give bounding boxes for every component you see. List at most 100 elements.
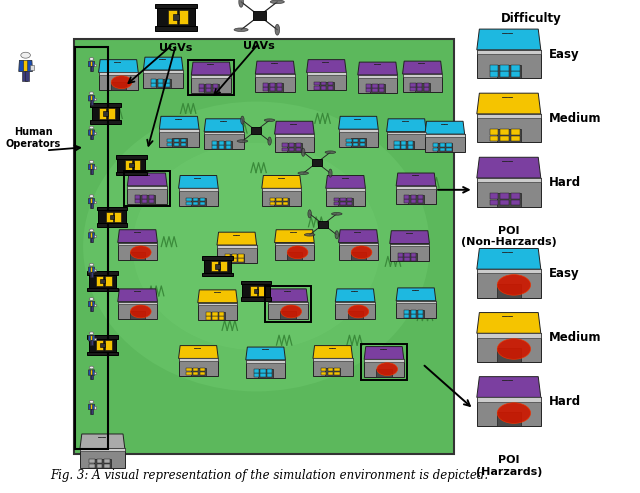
Bar	[142, 199, 147, 203]
Bar	[232, 258, 237, 262]
Bar	[193, 202, 198, 206]
Polygon shape	[396, 173, 436, 186]
Bar	[206, 88, 211, 92]
Bar	[417, 314, 423, 318]
Bar	[347, 198, 353, 201]
Bar	[477, 178, 541, 207]
Bar	[500, 200, 509, 206]
Ellipse shape	[20, 52, 31, 58]
Bar	[263, 83, 268, 87]
Bar	[321, 368, 326, 371]
Bar	[267, 369, 273, 373]
Bar	[440, 143, 445, 147]
Bar	[397, 253, 403, 256]
Bar	[164, 79, 170, 83]
Bar	[404, 253, 410, 256]
Ellipse shape	[335, 231, 339, 239]
Bar	[205, 312, 211, 316]
Bar	[415, 83, 430, 92]
Bar	[158, 79, 163, 83]
Bar	[280, 311, 296, 319]
Bar	[313, 358, 353, 361]
Bar	[88, 339, 116, 352]
Polygon shape	[88, 336, 95, 341]
Bar	[255, 74, 295, 92]
Bar	[168, 10, 177, 24]
Polygon shape	[99, 60, 138, 72]
Bar	[404, 310, 409, 314]
Bar	[339, 129, 378, 132]
Bar	[477, 397, 541, 426]
Bar	[417, 310, 423, 314]
Bar	[100, 279, 105, 283]
Polygon shape	[477, 29, 541, 50]
Bar	[328, 82, 333, 85]
Bar	[200, 198, 205, 201]
Bar	[365, 88, 371, 92]
Polygon shape	[425, 121, 465, 134]
Bar	[351, 139, 366, 147]
Polygon shape	[118, 289, 157, 302]
Bar	[396, 186, 436, 204]
Bar	[274, 198, 289, 206]
Bar	[174, 142, 179, 146]
Bar	[417, 87, 422, 91]
Polygon shape	[403, 61, 442, 74]
Bar	[219, 316, 225, 320]
Polygon shape	[88, 404, 91, 409]
Ellipse shape	[305, 234, 315, 236]
Polygon shape	[127, 173, 167, 186]
Bar	[408, 310, 424, 318]
Polygon shape	[88, 199, 95, 204]
Text: Hard: Hard	[548, 176, 580, 189]
Bar	[411, 199, 416, 203]
Ellipse shape	[351, 246, 372, 259]
Polygon shape	[88, 130, 91, 135]
Bar	[118, 243, 157, 260]
Bar	[334, 372, 340, 376]
Ellipse shape	[270, 0, 284, 3]
Text: Easy: Easy	[548, 267, 579, 280]
Bar	[91, 306, 93, 311]
Bar	[307, 72, 346, 90]
Bar	[346, 139, 351, 142]
Bar	[411, 257, 417, 261]
Bar	[270, 87, 275, 91]
Bar	[296, 143, 301, 147]
Bar	[276, 202, 282, 206]
Ellipse shape	[329, 169, 332, 177]
Ellipse shape	[264, 119, 275, 121]
Polygon shape	[275, 230, 314, 243]
Bar	[104, 463, 110, 468]
Polygon shape	[88, 370, 95, 375]
Bar	[90, 375, 92, 380]
Bar	[87, 335, 118, 339]
Polygon shape	[88, 404, 95, 409]
Bar	[225, 141, 231, 144]
Bar	[477, 397, 541, 402]
Polygon shape	[88, 301, 91, 307]
Text: Difficulty: Difficulty	[501, 12, 561, 25]
Bar	[94, 269, 95, 272]
Bar	[253, 288, 259, 293]
Bar	[379, 88, 385, 92]
Bar	[143, 70, 183, 72]
Bar	[263, 87, 268, 91]
Bar	[80, 449, 125, 468]
Bar	[425, 134, 465, 137]
Bar	[135, 199, 140, 203]
Polygon shape	[335, 289, 375, 302]
Bar	[242, 284, 270, 297]
Bar	[75, 47, 108, 449]
Ellipse shape	[111, 76, 132, 89]
Bar	[193, 198, 198, 201]
Bar	[219, 145, 224, 149]
Bar	[204, 132, 244, 134]
Bar	[339, 243, 378, 260]
Polygon shape	[255, 61, 295, 74]
Bar	[191, 368, 206, 376]
Bar	[94, 64, 95, 66]
Polygon shape	[92, 96, 95, 101]
Bar	[191, 75, 231, 77]
Bar	[390, 244, 429, 246]
